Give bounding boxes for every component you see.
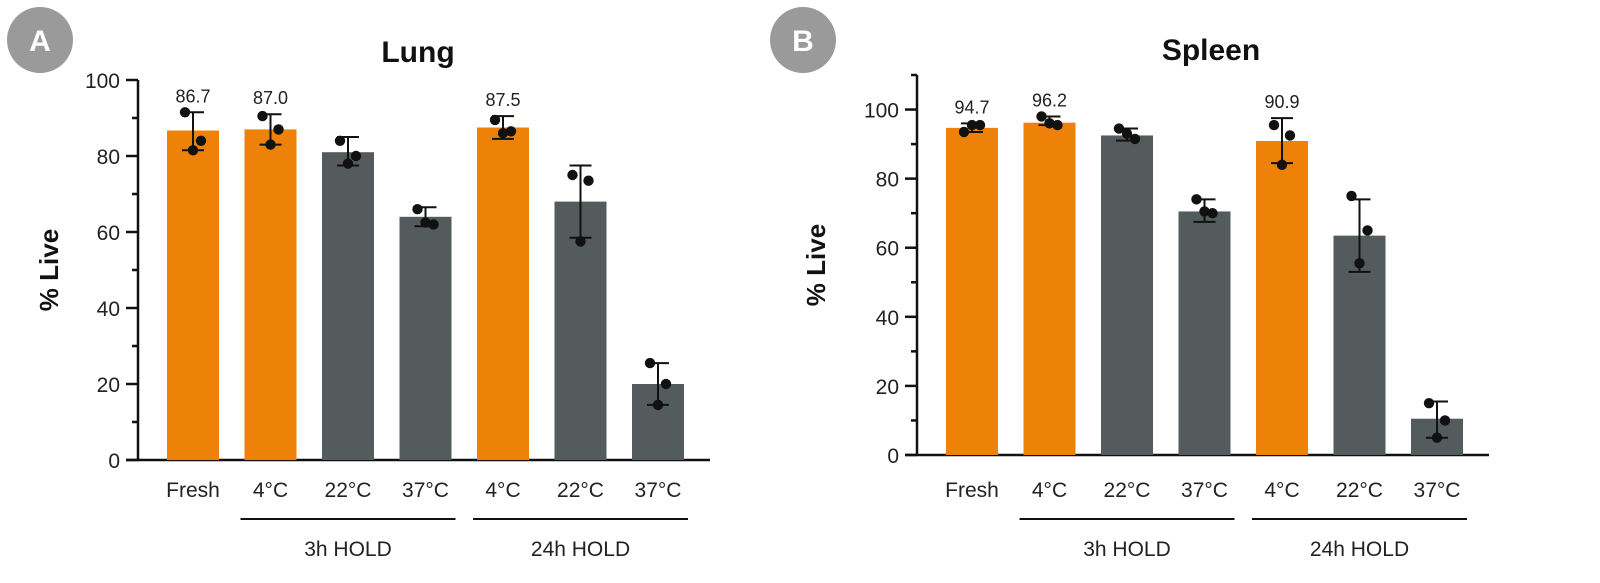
data-label: 94.7 — [954, 97, 989, 117]
data-point — [1423, 397, 1435, 409]
y-tick-label: 0 — [887, 445, 899, 468]
data-label: 87.0 — [253, 88, 288, 108]
x-tick-label: 4°C — [253, 479, 288, 502]
y-tick-label: 40 — [876, 307, 899, 330]
x-tick-label: 22°C — [1104, 479, 1151, 502]
data-point — [420, 217, 431, 228]
chart-title: Lung — [381, 36, 454, 69]
data-point — [966, 119, 978, 131]
data-point — [1129, 133, 1141, 145]
y-tick-label: 60 — [876, 238, 899, 261]
data-point — [1354, 258, 1365, 269]
x-tick-label: Fresh — [945, 479, 999, 502]
y-tick-label: 20 — [97, 374, 120, 397]
x-tick-label: 22°C — [325, 479, 372, 502]
y-tick-label: 0 — [108, 450, 120, 473]
data-point — [179, 107, 191, 118]
y-tick-label: 60 — [97, 222, 120, 245]
data-point — [273, 124, 284, 135]
bar — [244, 129, 297, 460]
data-point — [334, 135, 346, 146]
x-tick-label: 4°C — [485, 479, 520, 502]
data-point — [412, 204, 423, 215]
y-tick-label: 80 — [876, 169, 899, 192]
bar — [167, 130, 219, 461]
data-point — [257, 110, 268, 122]
data-point — [187, 145, 199, 156]
spleen-chart: B Spleen % Live 0 20 40 60 80 100 94.7 Fresh 96.2 4°… — [770, 7, 1489, 561]
data-point — [660, 378, 672, 390]
y-tick-label: 20 — [876, 376, 899, 399]
data-label: 90.9 — [1264, 92, 1299, 112]
data-point — [575, 236, 586, 247]
data-point — [652, 399, 664, 411]
data-point — [1191, 194, 1202, 205]
data-point — [583, 175, 594, 186]
data-point — [265, 139, 276, 150]
data-point — [1044, 118, 1055, 129]
x-tick-label: 37°C — [402, 479, 449, 502]
bar — [477, 127, 529, 460]
data-point — [489, 114, 501, 126]
data-point — [1207, 207, 1218, 219]
y-tick-label: 100 — [864, 100, 899, 123]
x-tick-label: 37°C — [1181, 479, 1228, 502]
data-point — [1113, 123, 1125, 134]
x-tick-label: 22°C — [557, 479, 604, 502]
x-tick-label: 4°C — [1264, 479, 1299, 502]
bar — [1023, 122, 1076, 455]
panel-badge — [7, 7, 73, 73]
data-point — [1052, 119, 1063, 131]
x-tick-label: 4°C — [1032, 479, 1067, 502]
y-tick-label: 80 — [97, 146, 120, 169]
bar — [946, 127, 998, 455]
y-axis-label: % Live — [34, 229, 64, 311]
bar — [1101, 135, 1153, 456]
data-point — [1439, 415, 1451, 426]
group-label: 24h HOLD — [531, 538, 630, 561]
y-tick-label: 40 — [97, 298, 120, 321]
bar — [1256, 140, 1308, 455]
data-point — [1199, 206, 1210, 217]
bar — [399, 216, 452, 460]
data-point — [1276, 159, 1288, 171]
data-point — [567, 169, 578, 181]
data-point — [342, 158, 354, 169]
data-label: 87.5 — [485, 90, 520, 110]
panel-badge — [770, 7, 836, 73]
data-point — [958, 126, 970, 138]
x-tick-label: 22°C — [1336, 479, 1383, 502]
bar — [1178, 211, 1231, 455]
y-axis-label: % Live — [801, 224, 831, 306]
panel-letter: B — [792, 25, 814, 58]
group-label: 3h HOLD — [1083, 538, 1171, 561]
x-tick-label: 37°C — [635, 479, 682, 502]
lung-chart: A Lung % Live 0 20 40 60 80 100 86.7 Fresh 87.0 4°C 2… — [7, 7, 710, 561]
y-tick-label: 100 — [85, 70, 120, 93]
data-point — [1121, 128, 1133, 139]
data-point — [974, 119, 986, 131]
data-point — [1346, 190, 1357, 202]
data-point — [505, 126, 517, 137]
data-label: 96.2 — [1032, 90, 1067, 110]
chart-title: Spleen — [1162, 34, 1260, 67]
data-label: 86.7 — [175, 86, 210, 106]
data-point — [1431, 432, 1443, 443]
data-point — [644, 357, 656, 369]
bar — [322, 152, 374, 460]
data-point — [195, 135, 207, 146]
x-tick-label: Fresh — [166, 479, 220, 502]
data-point — [1268, 119, 1280, 131]
data-point — [428, 219, 439, 230]
x-tick-label: 37°C — [1414, 479, 1461, 502]
data-point — [1036, 111, 1047, 122]
group-label: 24h HOLD — [1310, 538, 1409, 561]
group-label: 3h HOLD — [304, 538, 392, 561]
panel-letter: A — [29, 25, 51, 58]
data-point — [1284, 130, 1296, 141]
data-point — [350, 150, 362, 162]
data-point — [1362, 225, 1373, 236]
data-point — [497, 128, 509, 139]
